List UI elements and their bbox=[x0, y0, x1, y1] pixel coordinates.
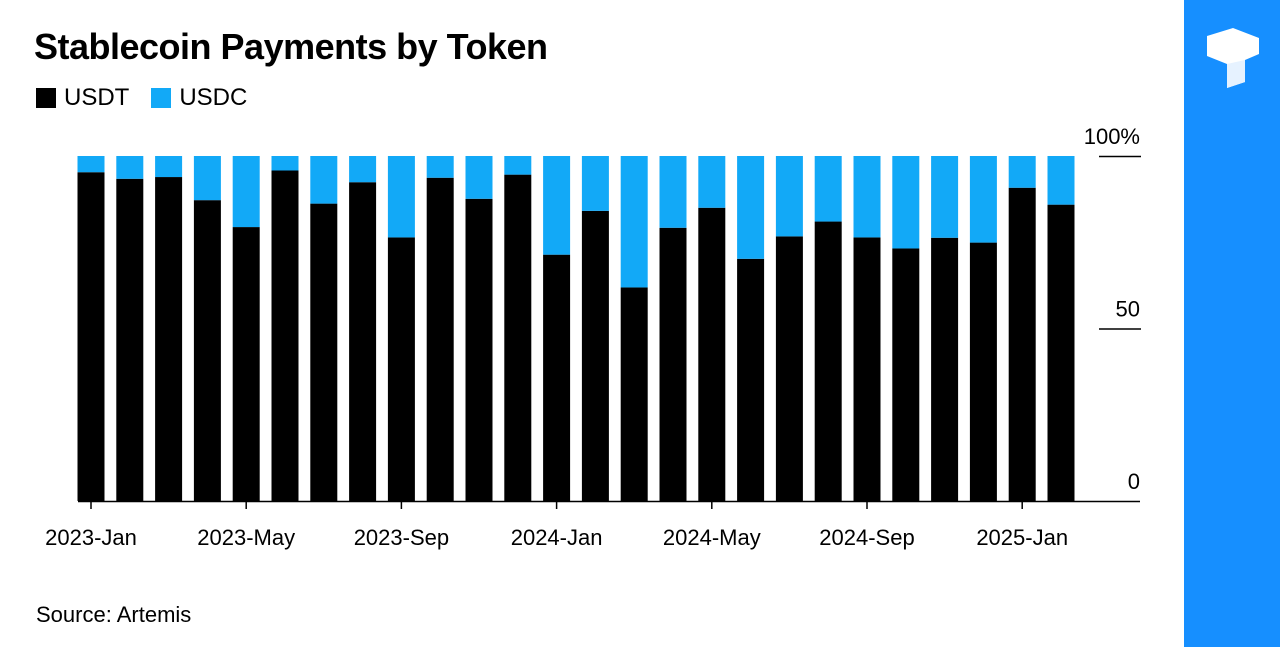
legend-item-usdc: USDC bbox=[151, 84, 247, 112]
bar-usdc-2024-Sep bbox=[853, 156, 881, 238]
bar-usdt-2023-Mar bbox=[155, 177, 183, 502]
bar-usdt-2024-Nov bbox=[931, 237, 959, 501]
bar-usdc-2023-Feb bbox=[116, 156, 144, 179]
bar-usdt-2023-May bbox=[232, 227, 260, 501]
x-tick-label-2025-Jan: 2025-Jan bbox=[976, 525, 1068, 550]
legend-swatch-usdc bbox=[151, 88, 172, 108]
bar-usdc-2023-Dec bbox=[504, 156, 532, 175]
bar-usdc-2024-Mar bbox=[620, 156, 648, 288]
x-axis: 2023-Jan 2023-May 2023-Sep 2024-Jan 2024-May… bbox=[45, 500, 1140, 550]
bar-usdt-2025-Feb bbox=[1047, 204, 1075, 501]
x-tick-label-2023-May: 2023-May bbox=[197, 525, 295, 550]
bar-usdc-2023-Apr bbox=[193, 156, 221, 201]
bar-usdt-2024-Oct bbox=[892, 248, 920, 501]
bar-usdt-2024-Jun bbox=[737, 258, 765, 501]
bar-usdt-2023-Jun bbox=[271, 170, 299, 502]
bar-usdt-2024-Sep bbox=[853, 237, 881, 502]
bar-usdt-2023-Jul bbox=[310, 203, 338, 502]
bar-usdc-2023-Oct bbox=[426, 156, 454, 178]
bar-usdc-2023-Jul bbox=[310, 156, 338, 204]
bar-usdt-2025-Jan bbox=[1008, 187, 1036, 502]
bar-usdt-2024-Feb bbox=[581, 210, 609, 502]
bar-usdc-2025-Jan bbox=[1008, 156, 1036, 188]
bar-usdc-2024-Dec bbox=[969, 156, 997, 243]
bar-usdc-2023-Nov bbox=[465, 156, 493, 199]
x-tick-label-2023-Jan: 2023-Jan bbox=[45, 525, 137, 550]
y-axis: 0 50 100% bbox=[1084, 124, 1141, 494]
x-tick-label-2024-May: 2024-May bbox=[663, 525, 761, 550]
chart-title: Stablecoin Payments by Token bbox=[34, 26, 548, 67]
bar-usdc-2024-Feb bbox=[581, 156, 609, 211]
legend-label-usdt: USDT bbox=[64, 84, 130, 111]
bar-usdc-2023-May bbox=[232, 156, 260, 228]
bar-usdc-2024-Jun bbox=[737, 156, 765, 259]
stacked-bar-chart: 0 50 100% 2023-Jan 2023-May 2023-Sep 2024-Jan… bbox=[45, 124, 1141, 550]
bars-group bbox=[77, 156, 1075, 502]
bar-usdt-2024-Aug bbox=[814, 221, 842, 502]
x-tick-label-2023-Sep: 2023-Sep bbox=[354, 525, 449, 550]
bar-usdt-2023-Nov bbox=[465, 198, 493, 501]
bar-usdt-2024-Dec bbox=[969, 242, 997, 501]
bar-usdc-2023-Jan bbox=[77, 156, 105, 173]
bar-usdc-2024-Apr bbox=[659, 156, 687, 228]
bar-usdc-2023-Jun bbox=[271, 156, 299, 171]
legend: USDT USDC bbox=[36, 84, 269, 112]
bar-usdc-2024-May bbox=[698, 156, 726, 208]
legend-swatch-usdt bbox=[36, 88, 56, 108]
bar-usdt-2024-Jan bbox=[543, 254, 571, 501]
bar-usdt-2024-Apr bbox=[659, 227, 687, 501]
y-tick-label-50: 50 bbox=[1116, 297, 1140, 322]
bar-usdt-2023-Aug bbox=[349, 182, 377, 501]
bar-usdt-2023-Oct bbox=[426, 177, 454, 502]
bar-usdc-2024-Jan bbox=[543, 156, 571, 255]
bar-usdt-2023-Feb bbox=[116, 178, 144, 501]
bar-usdc-2024-Nov bbox=[931, 156, 959, 238]
bar-usdc-2024-Oct bbox=[892, 156, 920, 249]
bar-usdc-2023-Sep bbox=[387, 156, 415, 238]
bar-usdc-2024-Aug bbox=[814, 156, 842, 222]
bar-usdt-2023-Apr bbox=[193, 200, 221, 501]
brand-sidebar bbox=[1184, 0, 1280, 647]
y-tick-label-100: 100% bbox=[1084, 124, 1140, 149]
bar-usdt-2023-Sep bbox=[387, 237, 415, 502]
bar-usdc-2025-Feb bbox=[1047, 156, 1075, 205]
bar-usdc-2023-Aug bbox=[349, 156, 377, 183]
x-tick-label-2024-Sep: 2024-Sep bbox=[819, 525, 914, 550]
t-logo-icon bbox=[1207, 28, 1259, 88]
bar-usdt-2023-Jan bbox=[77, 172, 105, 501]
legend-item-usdt: USDT bbox=[36, 84, 129, 112]
legend-label-usdc: USDC bbox=[179, 84, 248, 111]
x-tick-label-2024-Jan: 2024-Jan bbox=[511, 525, 603, 550]
bar-usdt-2024-May bbox=[698, 207, 726, 501]
bar-usdt-2024-Jul bbox=[775, 236, 803, 501]
bar-usdt-2023-Dec bbox=[504, 174, 532, 501]
bar-usdc-2024-Jul bbox=[775, 156, 803, 237]
bar-usdt-2024-Mar bbox=[620, 287, 648, 501]
bar-usdc-2023-Mar bbox=[155, 156, 183, 178]
y-tick-label-0: 0 bbox=[1128, 469, 1140, 494]
source-note: Source: Artemis bbox=[36, 602, 192, 627]
